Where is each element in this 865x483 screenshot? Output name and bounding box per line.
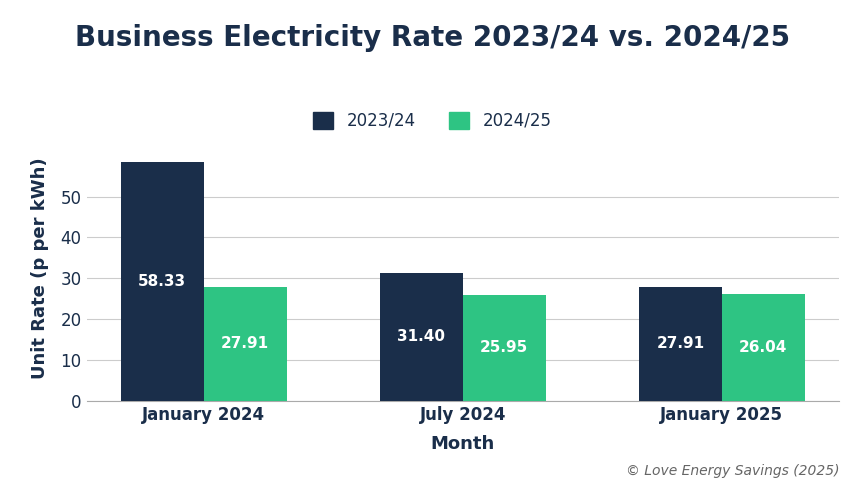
Text: 31.40: 31.40: [397, 329, 445, 344]
Bar: [380, 272, 463, 401]
Y-axis label: Unit Rate (p per kWh): Unit Rate (p per kWh): [31, 157, 49, 379]
Bar: [203, 287, 286, 401]
Text: 58.33: 58.33: [138, 274, 186, 289]
Legend: 2023/24, 2024/25: 2023/24, 2024/25: [307, 105, 558, 136]
Text: © Love Energy Savings (2025): © Love Energy Savings (2025): [625, 464, 839, 478]
Text: 27.91: 27.91: [221, 336, 269, 351]
Bar: [121, 162, 203, 401]
Bar: [639, 287, 722, 401]
Bar: [463, 295, 546, 401]
Text: Business Electricity Rate 2023/24 vs. 2024/25: Business Electricity Rate 2023/24 vs. 20…: [75, 24, 790, 52]
Text: 26.04: 26.04: [740, 340, 787, 355]
X-axis label: Month: Month: [431, 435, 495, 453]
Bar: [722, 295, 804, 401]
Text: 27.91: 27.91: [657, 336, 704, 351]
Text: 25.95: 25.95: [480, 341, 529, 355]
